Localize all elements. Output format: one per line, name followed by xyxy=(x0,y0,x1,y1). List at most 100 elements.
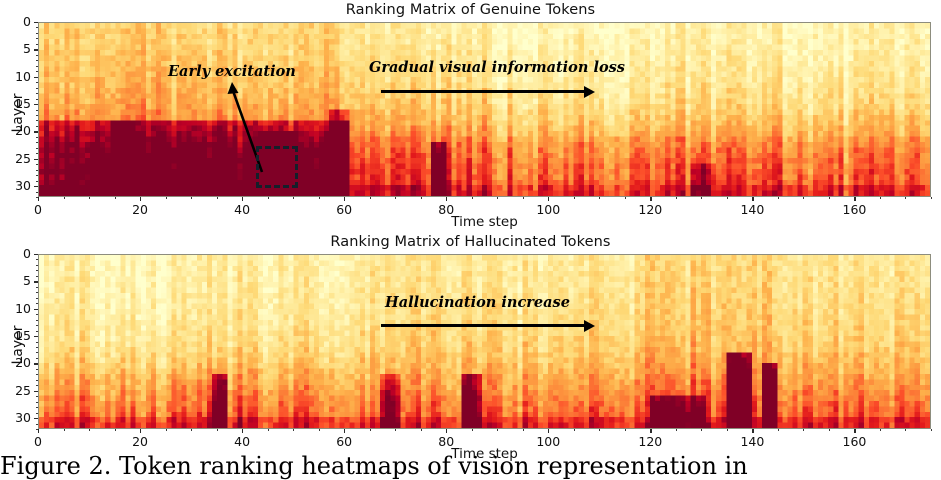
xtick-major xyxy=(548,429,550,433)
ytick-major xyxy=(34,336,38,338)
xtick-minor xyxy=(931,197,932,200)
xtick-minor xyxy=(905,197,907,200)
ytick-major xyxy=(34,363,38,365)
xtick-minor xyxy=(879,429,881,432)
xtick-minor xyxy=(191,429,193,432)
xtick-major xyxy=(650,197,652,201)
ytick-major xyxy=(34,308,38,310)
ytick-minor xyxy=(35,82,38,84)
ytick-minor xyxy=(35,142,38,144)
xtick-minor xyxy=(114,197,116,200)
xtick-minor xyxy=(675,429,677,432)
panel-hallucinated-title: Ranking Matrix of Hallucinated Tokens xyxy=(330,234,611,250)
xtick-minor xyxy=(471,197,473,200)
xtick-minor xyxy=(369,197,371,200)
ytick-minor xyxy=(35,292,38,294)
xtick-minor xyxy=(599,197,601,200)
ytick-major xyxy=(34,390,38,392)
xtick-label: 20 xyxy=(132,434,148,449)
annotation-early-excitation: Early excitation xyxy=(168,63,296,80)
ytick-minor xyxy=(35,191,38,193)
ytick-label: 0 xyxy=(23,246,31,261)
xtick-minor xyxy=(701,429,703,432)
ytick-label: 5 xyxy=(23,273,31,289)
hallucination-increase-arrow xyxy=(381,319,595,332)
xtick-major xyxy=(140,429,142,433)
xtick-minor xyxy=(726,197,728,200)
ytick-minor xyxy=(35,120,38,122)
heatmap-hallucinated xyxy=(38,254,931,429)
xtick-minor xyxy=(63,429,65,432)
xtick-major xyxy=(854,429,856,433)
xtick-minor xyxy=(318,197,320,200)
early-excitation-pointer xyxy=(227,82,264,173)
xtick-major xyxy=(752,429,754,433)
ytick-minor xyxy=(35,407,38,409)
ytick-minor xyxy=(35,401,38,403)
ytick-major xyxy=(34,254,38,256)
xtick-minor xyxy=(803,197,805,200)
xtick-minor xyxy=(803,429,805,432)
ytick-minor xyxy=(35,169,38,171)
xtick-minor xyxy=(726,429,728,432)
panel-genuine: Ranking Matrix of Genuine Tokens Layer 0… xyxy=(0,0,941,232)
xtick-label: 20 xyxy=(132,202,148,217)
ytick-minor xyxy=(35,54,38,56)
ytick-minor xyxy=(35,379,38,381)
xtick-minor xyxy=(828,197,830,200)
ytick-minor xyxy=(35,153,38,155)
xtick-label: 160 xyxy=(842,434,867,449)
ytick-minor xyxy=(35,264,38,266)
ytick-minor xyxy=(35,32,38,34)
xtick-label: 160 xyxy=(842,202,867,217)
ytick-minor xyxy=(35,357,38,359)
ytick-minor xyxy=(35,385,38,387)
ytick-minor xyxy=(35,43,38,45)
xtick-minor xyxy=(114,429,116,432)
ytick-minor xyxy=(35,297,38,299)
xtick-minor xyxy=(879,197,881,200)
annotation-gradual-visual-information-loss: Gradual visual information loss xyxy=(369,59,625,76)
ytick-minor xyxy=(35,147,38,149)
ytick-minor xyxy=(35,197,38,198)
xtick-major xyxy=(650,429,652,433)
ytick-minor xyxy=(35,65,38,67)
ytick-label: 30 xyxy=(15,178,31,194)
xtick-major xyxy=(38,197,40,201)
panel-genuine-xlabel: Time step xyxy=(451,214,518,230)
ytick-major xyxy=(34,104,38,106)
xtick-major xyxy=(446,197,448,201)
xtick-label: 120 xyxy=(638,434,663,449)
ytick-minor xyxy=(35,136,38,138)
xtick-minor xyxy=(395,429,397,432)
xtick-minor xyxy=(216,429,218,432)
xtick-label: 140 xyxy=(740,202,765,217)
xtick-minor xyxy=(777,197,779,200)
ytick-minor xyxy=(35,429,38,430)
ytick-minor xyxy=(35,368,38,370)
ytick-minor xyxy=(35,109,38,111)
ytick-minor xyxy=(35,38,38,40)
ytick-minor xyxy=(35,423,38,425)
xtick-minor xyxy=(165,429,167,432)
ytick-minor xyxy=(35,98,38,100)
ytick-minor xyxy=(35,259,38,261)
ytick-major xyxy=(34,76,38,78)
xtick-major xyxy=(38,429,40,433)
xtick-major xyxy=(242,197,244,201)
gradual-visual-information-loss-arrow xyxy=(381,85,595,98)
xtick-minor xyxy=(497,429,499,432)
ytick-label: 20 xyxy=(15,123,31,139)
ytick-major xyxy=(34,158,38,160)
ytick-label: 25 xyxy=(15,150,31,166)
ytick-minor xyxy=(35,164,38,166)
xtick-minor xyxy=(828,429,830,432)
ytick-major xyxy=(34,418,38,420)
heatmap-genuine xyxy=(38,22,931,197)
xtick-label: 80 xyxy=(438,202,455,217)
ytick-label: 10 xyxy=(15,68,31,84)
xtick-minor xyxy=(573,429,575,432)
ytick-minor xyxy=(35,286,38,288)
xtick-minor xyxy=(165,197,167,200)
